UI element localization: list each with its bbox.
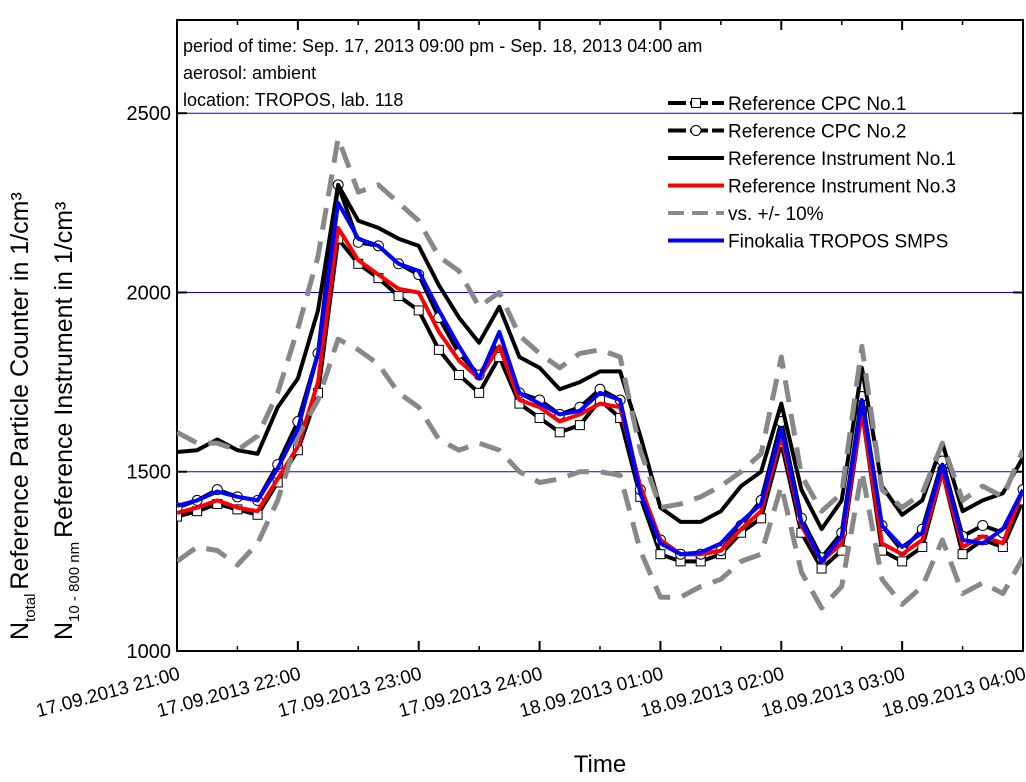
y-label-symbol: N <box>6 622 34 640</box>
legend-marker <box>690 125 702 136</box>
series-layer <box>177 135 1023 611</box>
series-line <box>177 135 1023 514</box>
marker <box>534 412 545 423</box>
legend-label: Reference Instrument No.1 <box>728 149 956 170</box>
series-line <box>177 336 1023 611</box>
marker <box>413 305 424 316</box>
legend-label: Reference Instrument No.3 <box>728 177 956 198</box>
y-label-symbol: N <box>50 622 78 640</box>
marker <box>977 520 989 532</box>
legend-label: Reference CPC No.2 <box>728 122 906 143</box>
marker <box>897 556 908 567</box>
y-tick-label: 1500 <box>127 462 172 484</box>
y-label-text: Reference Instrument in 1/cm³ <box>50 202 78 538</box>
y-tick-label: 2000 <box>127 282 172 304</box>
marker <box>574 420 585 431</box>
marker <box>177 511 182 522</box>
y-label-subscript: total <box>22 594 39 622</box>
marker <box>957 549 968 560</box>
marker <box>393 291 404 302</box>
legend-label: Reference CPC No.1 <box>728 94 906 115</box>
annotation: aerosol: ambient <box>183 63 316 83</box>
annotation: location: TROPOS, lab. 118 <box>183 90 403 110</box>
marker <box>454 369 464 380</box>
legend-label: Finokalia TROPOS SMPS <box>728 232 948 253</box>
marker <box>474 387 485 398</box>
legend-marker <box>691 98 701 108</box>
y-axis-label: Ntotal Reference Particle Counter in 1/cm… <box>6 192 39 640</box>
marker <box>655 549 666 560</box>
legend-label: vs. +/- 10% <box>728 204 824 225</box>
marker <box>554 427 565 438</box>
marker <box>816 563 827 574</box>
annotation: period of time: Sep. 17, 2013 09:00 pm -… <box>183 36 702 56</box>
x-axis-label: Time <box>574 751 626 778</box>
series-line <box>177 200 1023 564</box>
y-label-subscript: 10 - 800 nm <box>66 542 83 622</box>
marker <box>756 513 767 524</box>
y-axis-label: N10 - 800 nm Reference Instrument in 1/cm… <box>50 202 83 640</box>
y-tick-label: 2500 <box>127 103 172 125</box>
y-tick-label: 1000 <box>127 641 172 663</box>
marker <box>433 344 444 355</box>
series-line <box>177 225 1023 564</box>
marker <box>917 542 928 553</box>
y-label-text: Reference Particle Counter in 1/cm³ <box>6 192 34 589</box>
